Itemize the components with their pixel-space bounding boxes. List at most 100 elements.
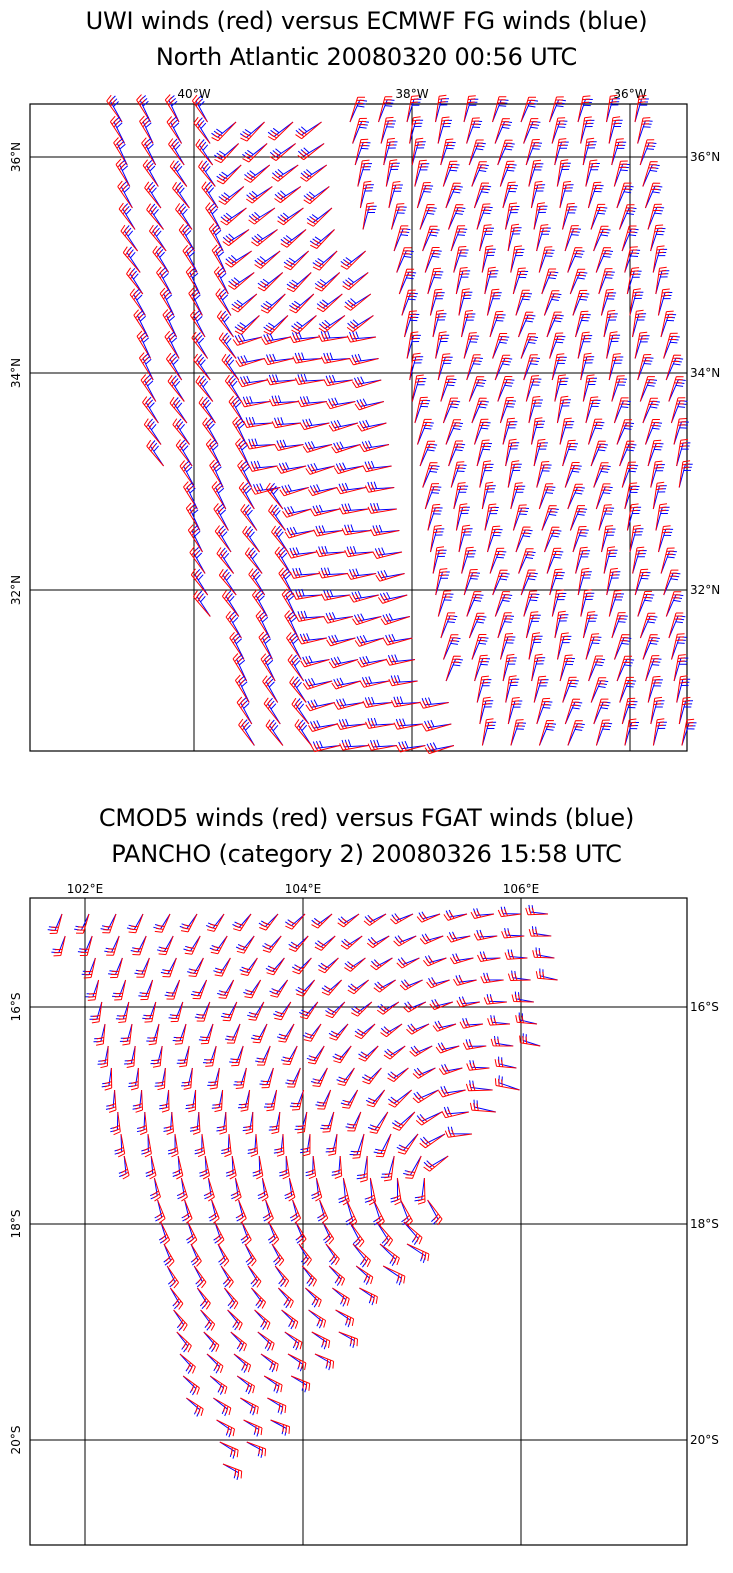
- wind-barb-red: [601, 525, 614, 553]
- wind-barb-red: [182, 244, 198, 273]
- wind-barb-blue: [280, 1045, 298, 1063]
- wind-barb-blue: [268, 1111, 281, 1131]
- wind-barb-red: [497, 139, 513, 166]
- wind-barb-red: [215, 288, 232, 316]
- wind-barb-red: [314, 935, 336, 951]
- panel2-map: 102°E 104°E 106°E 16°S 18°S 20°S 16°S 18…: [9, 882, 719, 1546]
- wind-barb-red: [468, 139, 484, 166]
- wind-barb-red: [156, 266, 172, 295]
- wind-barb-red: [632, 546, 645, 574]
- wind-barb-red: [629, 288, 641, 316]
- wind-barb-red: [510, 719, 524, 746]
- wind-barb-red: [365, 720, 395, 729]
- wind-barb-red: [502, 181, 516, 209]
- wind-barb-red: [416, 913, 441, 923]
- wind-barb-red: [525, 907, 549, 916]
- wind-barb-blue: [359, 655, 387, 665]
- wind-barb-red: [463, 95, 476, 123]
- panel1-map: 40°W 38°W 36°W 36°N 34°N 32°N 36°N 34°N …: [9, 87, 720, 755]
- wind-barb-red: [276, 465, 307, 474]
- wind-barb-red: [263, 1375, 283, 1393]
- wind-barb-red: [474, 418, 489, 445]
- wind-barb-red: [357, 159, 370, 187]
- wind-barb-red: [136, 94, 151, 123]
- wind-barb-red: [259, 1177, 269, 1202]
- wind-barb-red: [251, 229, 278, 247]
- wind-barb-red: [297, 635, 328, 645]
- wind-barb-red: [211, 121, 237, 142]
- wind-barb-red: [396, 957, 420, 969]
- wind-barb-red: [147, 1155, 157, 1180]
- wind-barb-red: [200, 1309, 216, 1331]
- wind-barb-red: [593, 225, 609, 252]
- wind-barb-red: [189, 546, 206, 574]
- wind-barb-red: [626, 267, 640, 295]
- wind-barb-red: [582, 374, 595, 402]
- wind-barb-red: [166, 1265, 180, 1289]
- wind-barb-red: [393, 1177, 402, 1206]
- wind-barb-red: [530, 180, 543, 209]
- wind-barb-blue: [159, 1089, 170, 1110]
- wind-barb-red: [318, 957, 339, 974]
- wind-barb-red: [490, 1038, 514, 1047]
- wind-barb-red: [263, 315, 289, 336]
- wind-barb-red: [471, 397, 487, 424]
- wind-barb-red: [598, 268, 613, 295]
- panel1-lat-label-left-32n: 32°N: [9, 575, 23, 605]
- wind-barb-red: [121, 1155, 130, 1180]
- wind-barb-red: [301, 1265, 317, 1287]
- wind-barb-red: [424, 247, 440, 273]
- wind-barb-red: [378, 96, 393, 123]
- wind-barb-red: [619, 440, 635, 467]
- wind-barb-blue: [222, 1463, 240, 1481]
- wind-barb-blue: [494, 1035, 514, 1047]
- wind-barb-red: [308, 1045, 325, 1065]
- wind-barb-red: [523, 118, 539, 144]
- wind-barb-red: [244, 547, 263, 574]
- wind-barb-red: [481, 245, 494, 273]
- wind-barb-red: [201, 1155, 210, 1180]
- wind-barb-red: [310, 743, 341, 753]
- wind-barb-red: [497, 908, 522, 918]
- wind-barb-red: [305, 465, 335, 475]
- wind-barb-red: [271, 164, 299, 182]
- wind-barb-red: [383, 1045, 406, 1060]
- wind-barb-red: [344, 548, 374, 558]
- wind-barb-red: [533, 438, 546, 467]
- wind-barb-red: [437, 590, 452, 617]
- wind-barb-red: [243, 1419, 263, 1436]
- wind-barb-red: [172, 181, 190, 209]
- wind-barb-red: [170, 1287, 184, 1310]
- wind-barb-red: [279, 487, 309, 497]
- wind-barb-red: [221, 353, 240, 381]
- wind-barb-red: [442, 160, 458, 187]
- wind-barb-red: [367, 742, 397, 751]
- wind-barb-red: [504, 951, 528, 960]
- wind-barb-red: [536, 697, 551, 725]
- wind-barb-red: [240, 398, 270, 408]
- wind-barb-red: [435, 331, 447, 359]
- wind-barb-red: [229, 631, 245, 660]
- wind-barb-red: [595, 719, 610, 746]
- wind-barb-red: [318, 333, 348, 342]
- wind-barb-red: [359, 180, 372, 209]
- wind-barb-red: [184, 935, 201, 955]
- wind-barb-red: [670, 397, 686, 424]
- wind-barb-red: [321, 979, 342, 996]
- wind-barb-red: [259, 913, 279, 931]
- wind-barb-red: [266, 957, 285, 976]
- wind-barb-red: [305, 1287, 322, 1308]
- wind-barb-red: [202, 417, 219, 445]
- wind-barb-red: [234, 674, 250, 703]
- wind-barb-red: [265, 482, 284, 510]
- wind-barb-blue: [514, 991, 534, 1003]
- wind-barb-blue: [156, 935, 174, 953]
- wind-barb-red: [213, 503, 229, 531]
- wind-barb-blue: [247, 1133, 257, 1154]
- wind-barb-red: [261, 1067, 274, 1089]
- wind-barb-red: [590, 440, 606, 467]
- wind-barb-red: [637, 117, 651, 144]
- wind-barb-blue: [377, 569, 405, 579]
- wind-barb-red: [302, 444, 333, 453]
- wind-barb-red: [481, 481, 494, 510]
